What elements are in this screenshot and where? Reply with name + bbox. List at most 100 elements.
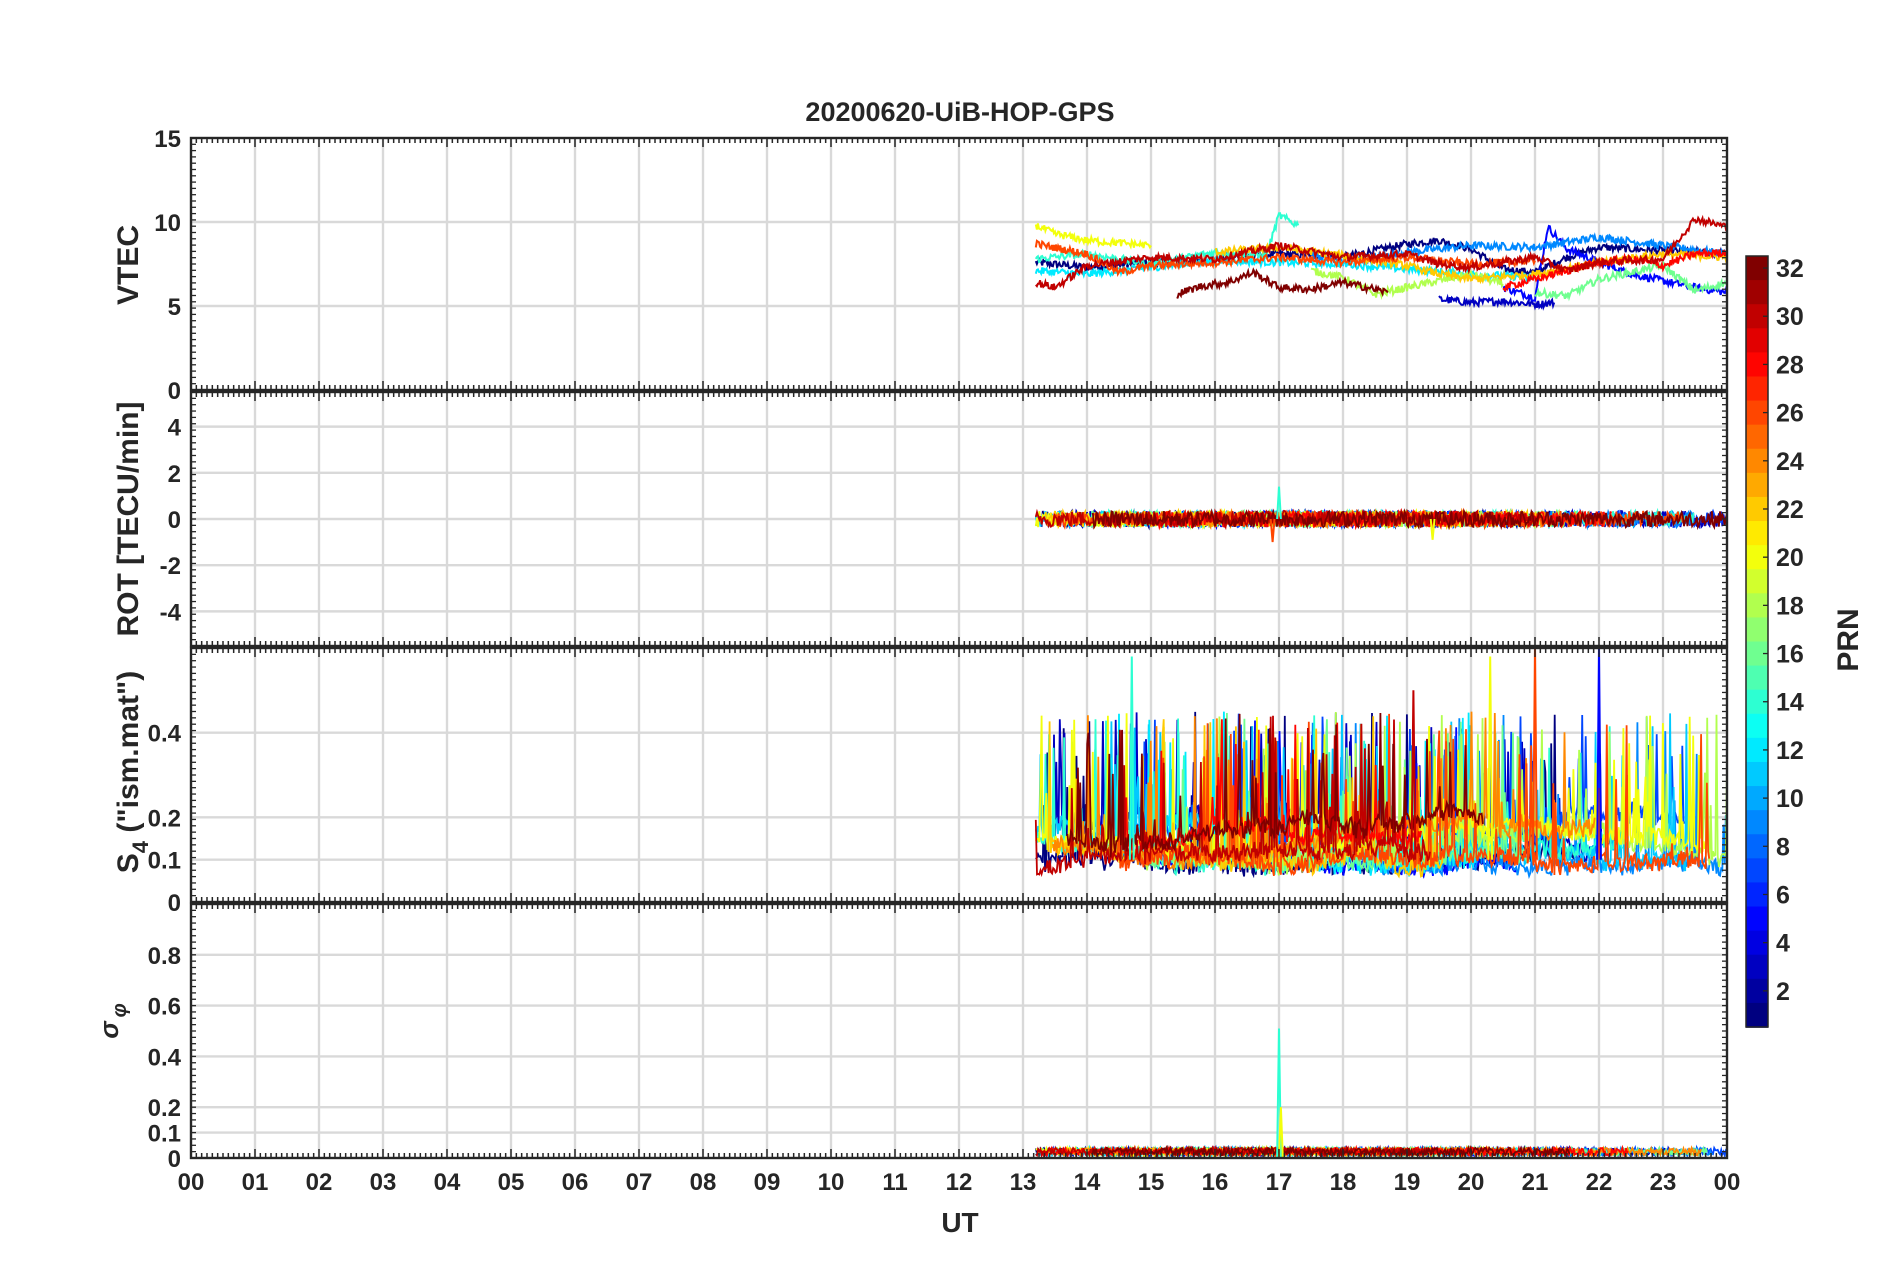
- series-line-prn-16: [1534, 260, 1727, 302]
- data-spike: [1269, 518, 1276, 543]
- colorbar-frame: [1745, 255, 1769, 1028]
- colorbar-segment: [1746, 472, 1768, 498]
- colorbar-tick-label: 12: [1776, 737, 1804, 765]
- series-line-prn-32: [1091, 1144, 1571, 1158]
- x-tick-label: 08: [690, 1169, 717, 1196]
- colorbar-segment: [1746, 641, 1768, 667]
- colorbar-segment: [1746, 569, 1768, 595]
- sigma-phi-y-axis-label: σφ: [94, 1003, 131, 1038]
- colorbar-segment: [1746, 689, 1768, 715]
- colorbar-tick-label: 20: [1776, 544, 1804, 572]
- series-line-prn-32: [1066, 712, 1484, 858]
- colorbar-segment: [1746, 737, 1768, 763]
- x-tick-label: 11: [882, 1169, 907, 1196]
- colorbar-tick-label: 30: [1776, 303, 1804, 331]
- x-tick-label: 04: [434, 1169, 461, 1196]
- colorbar-label: PRN: [1832, 608, 1865, 671]
- series-line-prn-32: [1091, 508, 1727, 531]
- colorbar-segment: [1746, 810, 1768, 836]
- colorbar-tick-label: 16: [1776, 641, 1804, 669]
- series-line-prn-18: [1310, 267, 1504, 300]
- x-tick-label: 17: [1266, 1169, 1293, 1196]
- x-tick-label: 21: [1522, 1169, 1549, 1196]
- sigma-label-sub: φ: [109, 1003, 131, 1017]
- colorbar-segment: [1746, 521, 1768, 546]
- colorbar-tick-label: 24: [1776, 448, 1804, 476]
- x-tick-label: 05: [498, 1169, 525, 1196]
- series-line-prn-3: [1438, 293, 1556, 311]
- colorbar-tick-label: 8: [1776, 833, 1790, 861]
- colorbar-segment: [1746, 424, 1768, 450]
- x-tick-label: 20: [1458, 1169, 1485, 1196]
- y-tick-label: -2: [160, 553, 181, 580]
- x-tick-label: 07: [626, 1169, 653, 1196]
- x-tick-label: 00: [178, 1169, 205, 1196]
- y-tick-label: 0: [168, 890, 181, 917]
- colorbar-segment: [1746, 978, 1768, 1004]
- ut-x-axis: 00 01 02 03 04 05 06 07 08 09 10 11 12 13 14 15 16 17 18 19…: [178, 1169, 1741, 1196]
- colorbar-segment: [1746, 786, 1768, 811]
- colorbar-tick-label: 32: [1776, 255, 1804, 283]
- colorbar-tick-label: 4: [1776, 930, 1790, 958]
- sigma-label-main: σ: [94, 1020, 124, 1039]
- data-spike: [1487, 656, 1494, 860]
- y-tick-label: 0.2: [148, 805, 181, 832]
- data-spike: [1532, 648, 1538, 860]
- y-tick-label: 0.1: [148, 1121, 181, 1148]
- chart-title: 20200620-UiB-HOP-GPS: [805, 97, 1114, 127]
- colorbar-segment: [1746, 448, 1768, 474]
- series-line-prn-32: [1176, 267, 1389, 299]
- colorbar-segment: [1746, 400, 1768, 426]
- x-tick-label: 14: [1074, 1169, 1101, 1196]
- data-spike: [1276, 486, 1282, 520]
- x-tick-label: 09: [754, 1169, 781, 1196]
- sigma-phi-panel: σφ 00.10.2 0.4 0.6 0.8: [94, 902, 1729, 1173]
- colorbar-segment: [1746, 906, 1768, 932]
- y-tick-label: 0: [168, 507, 181, 534]
- colorbar-segment: [1746, 930, 1768, 956]
- y-tick-label: 0.8: [148, 943, 181, 970]
- x-tick-label: 06: [562, 1169, 589, 1196]
- y-tick-label: 4: [168, 415, 182, 442]
- y-tick-label: 0.2: [148, 1095, 181, 1122]
- x-tick-label: 16: [1202, 1169, 1229, 1196]
- rot-y-axis-label: ROT [TECU/min]: [112, 402, 145, 637]
- colorbar-segment: [1746, 280, 1768, 305]
- data-layer: [1034, 486, 1727, 543]
- colorbar-segment: [1746, 304, 1768, 330]
- colorbar-tick-label: 18: [1776, 592, 1804, 620]
- colorbar-segment: [1746, 256, 1768, 281]
- s4-label-sub: 4: [128, 840, 153, 853]
- x-tick-label: 02: [306, 1169, 333, 1196]
- y-tick-label: 0.1: [148, 848, 181, 875]
- y-tick-label: 10: [154, 210, 181, 237]
- series-line-prn-26: [1034, 239, 1536, 277]
- x-tick-label: 23: [1650, 1169, 1677, 1196]
- s4-label-rest: ("ism.mat"): [112, 671, 145, 841]
- rot-panel: ROT [TECU/min] -4 -2 0 2 4: [112, 390, 1729, 648]
- colorbar-segment: [1746, 858, 1768, 884]
- y-tick-label: 2: [168, 461, 181, 488]
- x-tick-label: 10: [818, 1169, 845, 1196]
- y-tick-label: 0.4: [148, 1044, 182, 1071]
- colorbar-tick-label: 2: [1776, 978, 1790, 1006]
- colorbar-tick-label: 6: [1776, 881, 1790, 909]
- data-spike: [1596, 648, 1602, 860]
- vtec-panel: VTEC 0 5 10 15: [112, 126, 1729, 405]
- colorbar-segment: [1746, 713, 1768, 739]
- y-tick-label: -4: [160, 599, 182, 626]
- s4-panel: S4 ("ism.mat") 0 0.1 0.2 0.4: [112, 646, 1729, 917]
- vtec-y-axis-label: VTEC: [112, 225, 145, 305]
- colorbar-segment: [1746, 376, 1768, 402]
- s4-label-main: S: [112, 853, 145, 873]
- x-tick-label: 01: [242, 1169, 269, 1196]
- x-tick-label: 15: [1138, 1169, 1165, 1196]
- colorbar-tick-label: 26: [1776, 400, 1804, 428]
- data-spike: [1429, 518, 1436, 540]
- data-layer: [1034, 212, 1727, 311]
- colorbar-segment: [1746, 617, 1768, 643]
- series-line-prn-24: [1052, 711, 1596, 871]
- colorbar-tick-label: 10: [1776, 785, 1804, 813]
- y-tick-label: 15: [154, 126, 181, 153]
